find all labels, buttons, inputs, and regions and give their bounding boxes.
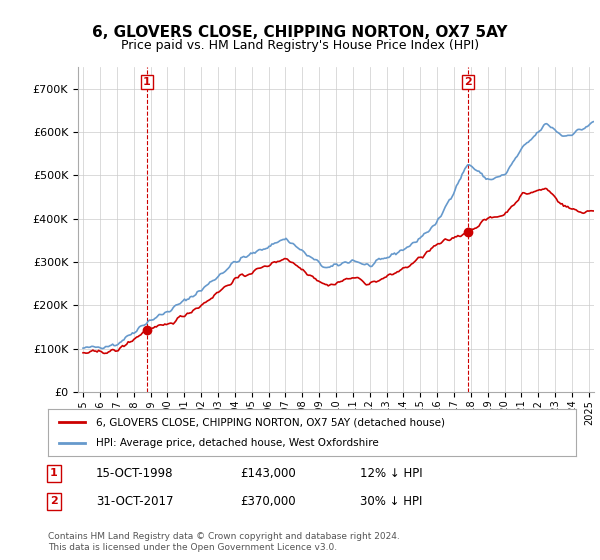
Text: 30% ↓ HPI: 30% ↓ HPI xyxy=(360,494,422,508)
Text: Price paid vs. HM Land Registry's House Price Index (HPI): Price paid vs. HM Land Registry's House … xyxy=(121,39,479,52)
Text: 12% ↓ HPI: 12% ↓ HPI xyxy=(360,466,422,480)
Text: £143,000: £143,000 xyxy=(240,466,296,480)
Text: HPI: Average price, detached house, West Oxfordshire: HPI: Average price, detached house, West… xyxy=(95,438,378,448)
Text: £370,000: £370,000 xyxy=(240,494,296,508)
Text: 15-OCT-1998: 15-OCT-1998 xyxy=(96,466,173,480)
Text: 6, GLOVERS CLOSE, CHIPPING NORTON, OX7 5AY: 6, GLOVERS CLOSE, CHIPPING NORTON, OX7 5… xyxy=(92,25,508,40)
Text: 1: 1 xyxy=(50,468,58,478)
Text: 6, GLOVERS CLOSE, CHIPPING NORTON, OX7 5AY (detached house): 6, GLOVERS CLOSE, CHIPPING NORTON, OX7 5… xyxy=(95,417,445,427)
Text: 2: 2 xyxy=(464,77,472,87)
Text: Contains HM Land Registry data © Crown copyright and database right 2024.
This d: Contains HM Land Registry data © Crown c… xyxy=(48,532,400,552)
Text: 1: 1 xyxy=(143,77,151,87)
Text: 31-OCT-2017: 31-OCT-2017 xyxy=(96,494,173,508)
Text: 2: 2 xyxy=(50,496,58,506)
